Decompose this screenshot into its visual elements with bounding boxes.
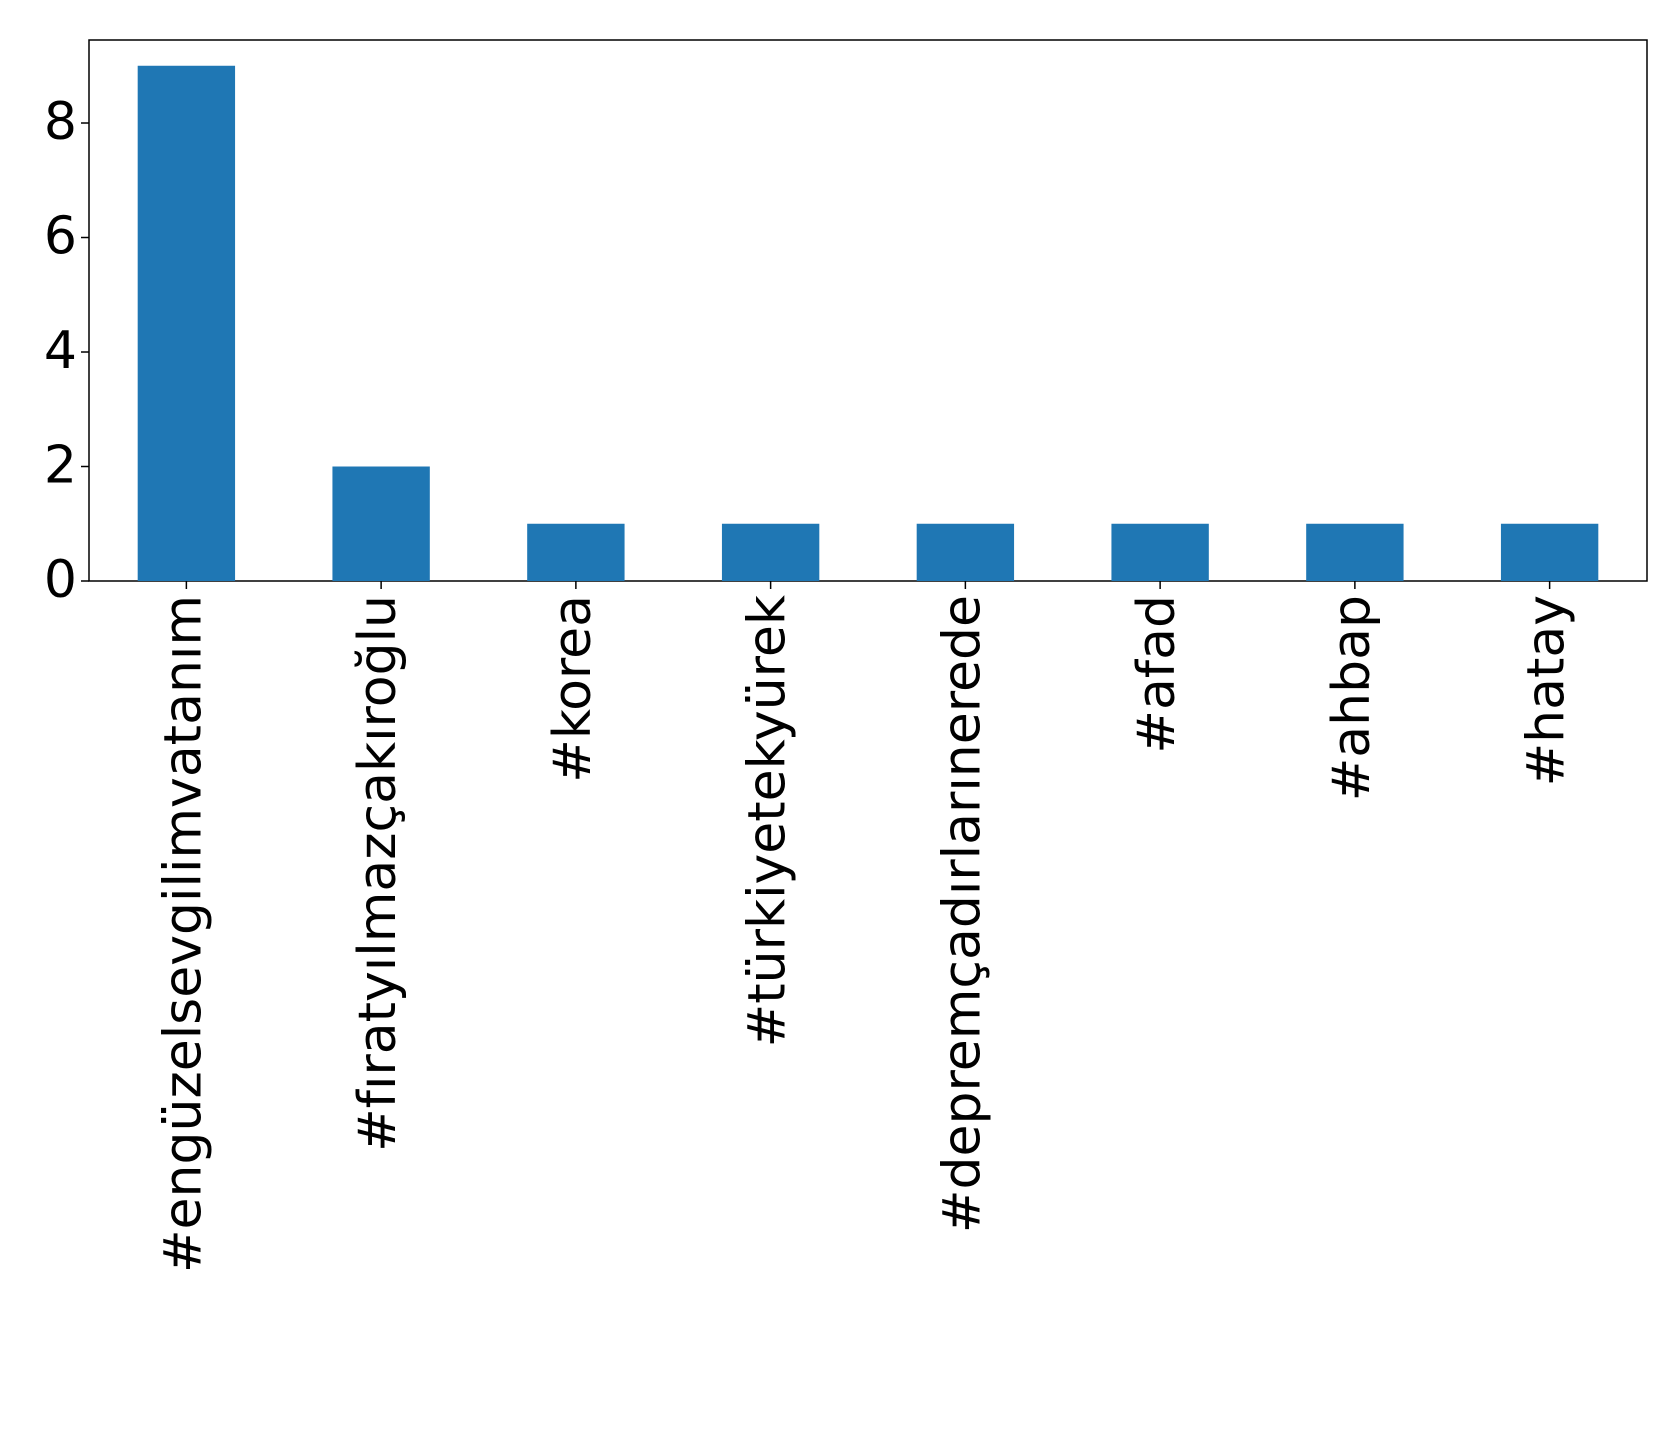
bar	[1306, 523, 1404, 581]
x-tick-label: #depremçadırlarınerede	[932, 595, 992, 1233]
y-tick-label: 2	[44, 436, 77, 496]
x-tick-label: #türkiyetekyürek	[738, 595, 798, 1047]
axes-frame	[88, 39, 1648, 582]
y-tick-label: 4	[44, 321, 77, 381]
bar	[721, 523, 820, 581]
bar	[1111, 523, 1209, 581]
x-tick-label: #korea	[543, 595, 603, 783]
x-tick-label: #fıratyılmazçakıroğlu	[348, 595, 408, 1152]
bar	[527, 523, 625, 581]
bar	[137, 65, 236, 581]
y-tick-label: 8	[44, 92, 77, 152]
x-tick-label: #afad	[1127, 595, 1187, 754]
x-tick-label: #hatay	[1517, 595, 1577, 786]
y-tick-label: 6	[44, 207, 77, 267]
x-tick-label: #ahbap	[1322, 595, 1382, 801]
x-tick-label: #engüzelsevgilimvatanım	[153, 595, 213, 1273]
bar	[332, 466, 430, 581]
bar	[1500, 523, 1599, 581]
bar	[916, 523, 1015, 581]
y-tick-label: 0	[44, 550, 77, 610]
